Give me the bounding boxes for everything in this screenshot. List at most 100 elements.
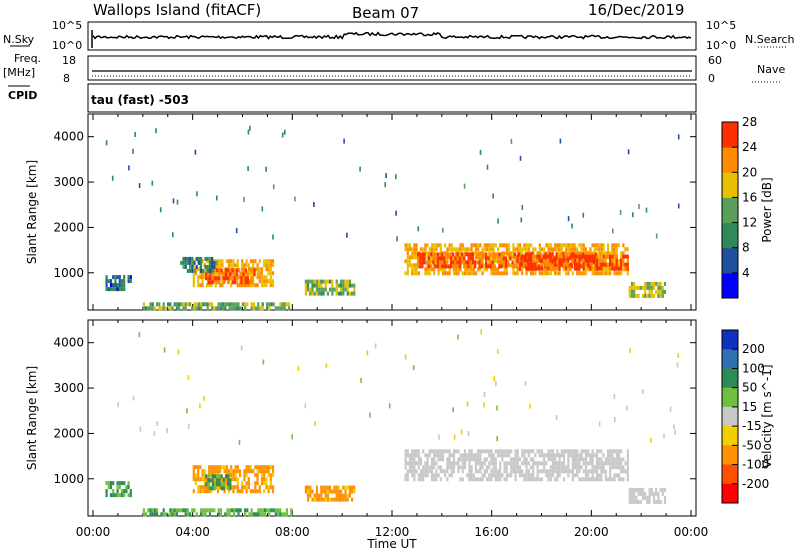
power-cell — [430, 267, 434, 272]
power-cell — [511, 264, 514, 269]
power-cell — [204, 264, 207, 269]
cpid-panel-frame — [87, 83, 697, 113]
power-cell — [582, 243, 585, 248]
power-cell — [246, 276, 250, 281]
velocity-cell — [617, 461, 621, 466]
velocity-cell — [518, 469, 522, 474]
power-cell — [566, 264, 569, 269]
power-cell — [243, 283, 246, 288]
power-cell — [199, 271, 202, 276]
power-cell — [200, 302, 203, 307]
velocity-cell — [107, 485, 110, 490]
power-cell — [650, 289, 653, 294]
power-cell — [430, 243, 434, 248]
power-cell — [545, 243, 548, 248]
velocity-scatter-point — [199, 403, 201, 409]
power-cell — [463, 260, 466, 265]
velocity-cell — [233, 512, 236, 517]
power-cell — [499, 255, 502, 260]
velocity-cell — [437, 465, 440, 470]
velocity-cell — [202, 508, 205, 513]
power-cell — [194, 267, 198, 272]
power-cell — [657, 285, 660, 290]
velocity-cell — [208, 469, 211, 474]
velocity-cell — [650, 491, 653, 496]
power-cell — [333, 287, 336, 292]
power-cell — [641, 293, 645, 298]
power-cell — [580, 259, 583, 264]
power-cell — [318, 283, 321, 288]
power-cell — [209, 276, 212, 281]
power-cell — [233, 280, 236, 285]
power-cell — [565, 271, 568, 276]
velocity-cell — [639, 491, 642, 496]
velocity-cell — [109, 493, 113, 498]
nsearch-tick-top: 10^5 — [706, 19, 736, 32]
velocity-cell — [637, 487, 640, 492]
power-cell — [223, 267, 226, 272]
power-cell — [233, 276, 236, 281]
velocity-cell — [534, 453, 537, 458]
velocity-cell — [609, 473, 612, 478]
power-cell — [573, 266, 576, 271]
velocity-cell — [494, 461, 497, 466]
power-cell — [200, 260, 203, 265]
power-cell — [481, 247, 484, 252]
colorbar-swatch — [722, 247, 738, 274]
velocity-cell — [630, 499, 634, 504]
velocity-cell — [435, 477, 438, 482]
power-cell — [260, 283, 264, 288]
power-cell — [309, 287, 312, 292]
velocity-cell — [337, 497, 340, 502]
power-cell — [523, 254, 526, 259]
velocity-cell — [551, 473, 555, 478]
colorbar-swatch — [722, 172, 738, 198]
power-cell — [415, 243, 418, 248]
power-cell — [344, 287, 347, 292]
velocity-cell — [512, 465, 515, 470]
power-cell — [242, 272, 245, 277]
velocity-scatter-point — [297, 366, 300, 372]
velocity-cell — [600, 449, 603, 454]
power-cell — [622, 262, 625, 267]
velocity-cell — [216, 474, 219, 479]
power-cell — [263, 263, 266, 268]
power-cell — [114, 275, 117, 280]
power-cell — [470, 271, 473, 276]
velocity-cell — [488, 453, 491, 458]
velocity-cell — [234, 477, 237, 482]
velocity-cell — [433, 461, 436, 466]
power-cell — [611, 243, 614, 248]
velocity-cell — [329, 489, 332, 494]
velocity-cell — [485, 465, 489, 470]
power-cell — [204, 302, 207, 307]
power-cell — [411, 267, 414, 272]
power-scatter-point — [359, 166, 361, 172]
velocity-cell — [587, 461, 590, 466]
power-cell — [509, 256, 512, 261]
power-cell — [492, 243, 495, 248]
power-cell — [663, 289, 667, 294]
velocity-cell — [351, 485, 354, 490]
power-scatter-point — [632, 212, 634, 218]
power-cell — [630, 281, 634, 286]
power-cell — [123, 287, 126, 292]
velocity-cell — [162, 512, 165, 517]
power-cell — [558, 262, 561, 267]
power-cell — [532, 271, 535, 276]
power-cell — [256, 275, 259, 280]
velocity-cell — [244, 512, 247, 517]
power-cell — [167, 302, 170, 307]
power-cell — [197, 306, 200, 311]
power-scatter-point — [313, 202, 315, 207]
velocity-cell — [600, 469, 603, 474]
velocity-cell — [216, 465, 220, 470]
velocity-cell — [485, 449, 489, 454]
power-cell — [353, 283, 356, 288]
velocity-cell — [622, 465, 625, 470]
velocity-cell — [175, 512, 178, 517]
power-cell — [551, 247, 555, 252]
power-cell — [460, 252, 464, 257]
power-cell — [245, 271, 248, 276]
velocity-cell — [510, 469, 513, 474]
